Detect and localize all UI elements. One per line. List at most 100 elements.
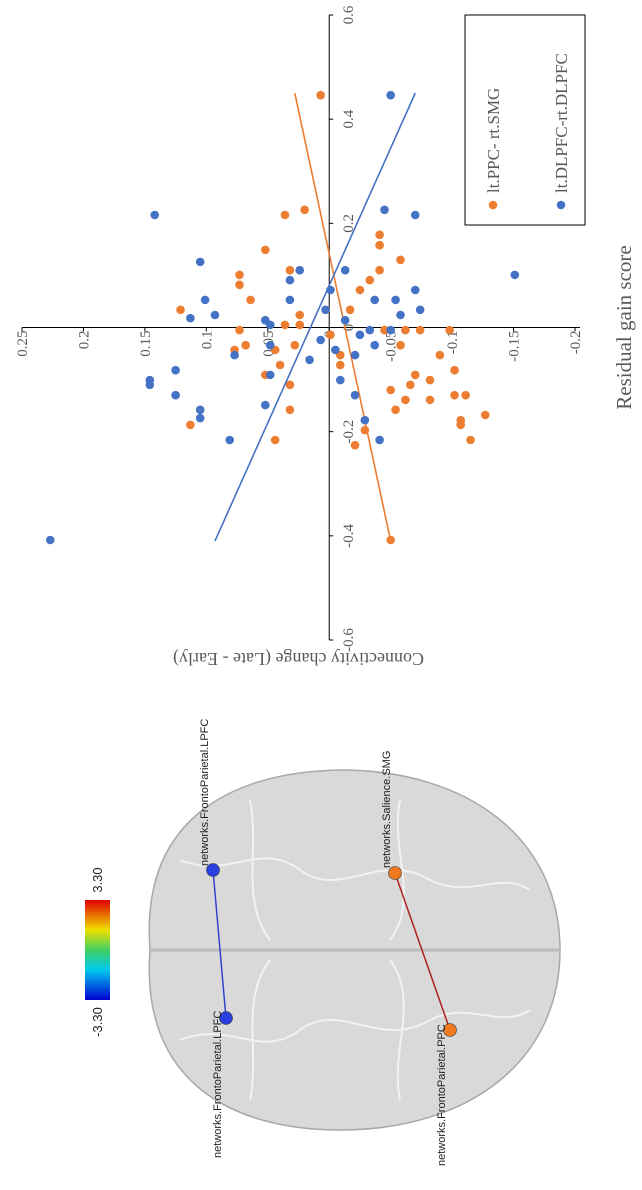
y-axis-title: Connectivity change (Late - Early) bbox=[173, 648, 424, 669]
legend-marker bbox=[557, 201, 566, 210]
data-point bbox=[326, 286, 335, 295]
data-point bbox=[375, 436, 384, 445]
x-tick-label: -0.4 bbox=[341, 523, 357, 547]
data-point bbox=[461, 391, 470, 400]
data-point bbox=[411, 211, 420, 220]
data-point bbox=[481, 411, 490, 420]
data-point bbox=[186, 314, 195, 323]
data-point bbox=[406, 380, 415, 389]
scatter-chart: -0.6-0.4-0.200.20.40.60.250.20.150.10.05… bbox=[15, 5, 636, 669]
colorbar-min: -3.30 bbox=[90, 1007, 105, 1037]
data-point bbox=[171, 366, 180, 375]
data-point bbox=[235, 280, 244, 289]
data-point bbox=[146, 380, 155, 389]
data-point bbox=[336, 376, 345, 385]
data-point bbox=[246, 296, 255, 305]
data-point bbox=[370, 296, 379, 305]
data-point bbox=[370, 341, 379, 350]
data-point bbox=[291, 341, 300, 350]
data-point bbox=[466, 436, 475, 445]
x-tick-label: 0.4 bbox=[341, 109, 357, 128]
data-point bbox=[391, 405, 400, 414]
data-point bbox=[396, 341, 405, 350]
data-point bbox=[176, 305, 185, 314]
data-point bbox=[341, 316, 350, 325]
data-point bbox=[416, 305, 425, 314]
y-tick-label: 0.15 bbox=[138, 331, 154, 357]
y-tick-label: 0.2 bbox=[76, 331, 92, 350]
trend-line bbox=[215, 93, 415, 541]
data-point bbox=[196, 405, 205, 414]
data-point bbox=[416, 326, 425, 335]
data-point bbox=[261, 246, 270, 255]
data-point bbox=[411, 286, 420, 295]
data-point bbox=[386, 326, 395, 335]
data-point bbox=[450, 366, 459, 375]
data-point bbox=[266, 341, 275, 350]
x-axis-title: Residual gain score bbox=[612, 245, 636, 409]
data-point bbox=[456, 421, 465, 430]
figure: -0.6-0.4-0.200.20.40.60.250.20.150.10.05… bbox=[0, 0, 642, 1190]
data-point bbox=[316, 91, 325, 100]
data-point bbox=[196, 258, 205, 267]
data-point bbox=[380, 205, 389, 214]
data-point bbox=[426, 376, 435, 385]
legend-label: lt.PPC- rt.SMG bbox=[484, 88, 503, 193]
data-point bbox=[281, 321, 290, 330]
brain-view: 3.30 -3.30 networks.FrontoParietal.LPFC net… bbox=[85, 719, 560, 1166]
data-point bbox=[351, 351, 360, 360]
data-point bbox=[261, 401, 270, 410]
colorbar bbox=[85, 900, 110, 1000]
data-point bbox=[230, 351, 239, 360]
data-point bbox=[276, 361, 285, 370]
node-label: networks.FrontoParietal.LPFC bbox=[212, 1011, 224, 1158]
data-point bbox=[386, 386, 395, 395]
data-point bbox=[356, 286, 365, 295]
data-point bbox=[386, 91, 395, 100]
data-point bbox=[341, 266, 350, 275]
colorbar-max: 3.30 bbox=[90, 867, 105, 892]
data-point bbox=[295, 266, 304, 275]
data-point bbox=[46, 536, 55, 545]
data-point bbox=[286, 276, 295, 285]
data-point bbox=[211, 311, 220, 320]
data-point bbox=[436, 351, 445, 360]
data-point bbox=[321, 305, 330, 314]
y-tick-label: 0.25 bbox=[15, 331, 31, 357]
data-point bbox=[171, 391, 180, 400]
data-point bbox=[150, 211, 159, 220]
data-point bbox=[365, 326, 374, 335]
data-point bbox=[266, 371, 275, 380]
data-point bbox=[375, 241, 384, 250]
y-tick-label: 0.1 bbox=[199, 331, 215, 350]
data-point bbox=[375, 266, 384, 275]
node-label: networks.FrontoParietal.LPFC bbox=[199, 719, 211, 866]
y-tick-label: -0.1 bbox=[445, 331, 461, 355]
x-tick-label: 0.6 bbox=[341, 5, 357, 24]
data-point bbox=[286, 405, 295, 414]
data-point bbox=[295, 311, 304, 320]
data-point bbox=[396, 311, 405, 320]
data-point bbox=[396, 255, 405, 264]
data-point bbox=[351, 441, 360, 450]
data-point bbox=[391, 296, 400, 305]
data-point bbox=[300, 205, 309, 214]
x-tick-label: -0.2 bbox=[341, 420, 357, 444]
x-tick-label: -0.6 bbox=[341, 628, 357, 652]
data-point bbox=[295, 321, 304, 330]
data-point bbox=[326, 330, 335, 339]
data-point bbox=[305, 355, 314, 364]
data-point bbox=[365, 276, 374, 285]
data-point bbox=[271, 436, 280, 445]
data-point bbox=[356, 330, 365, 339]
data-point bbox=[426, 396, 435, 405]
legend-marker bbox=[489, 201, 498, 210]
data-point bbox=[286, 266, 295, 275]
data-point bbox=[375, 230, 384, 239]
data-point bbox=[316, 336, 325, 345]
data-point bbox=[411, 371, 420, 380]
data-point bbox=[351, 391, 360, 400]
data-point bbox=[336, 361, 345, 370]
data-point bbox=[286, 296, 295, 305]
node-label: networks.FrontoParietal.PPC bbox=[436, 1024, 448, 1166]
